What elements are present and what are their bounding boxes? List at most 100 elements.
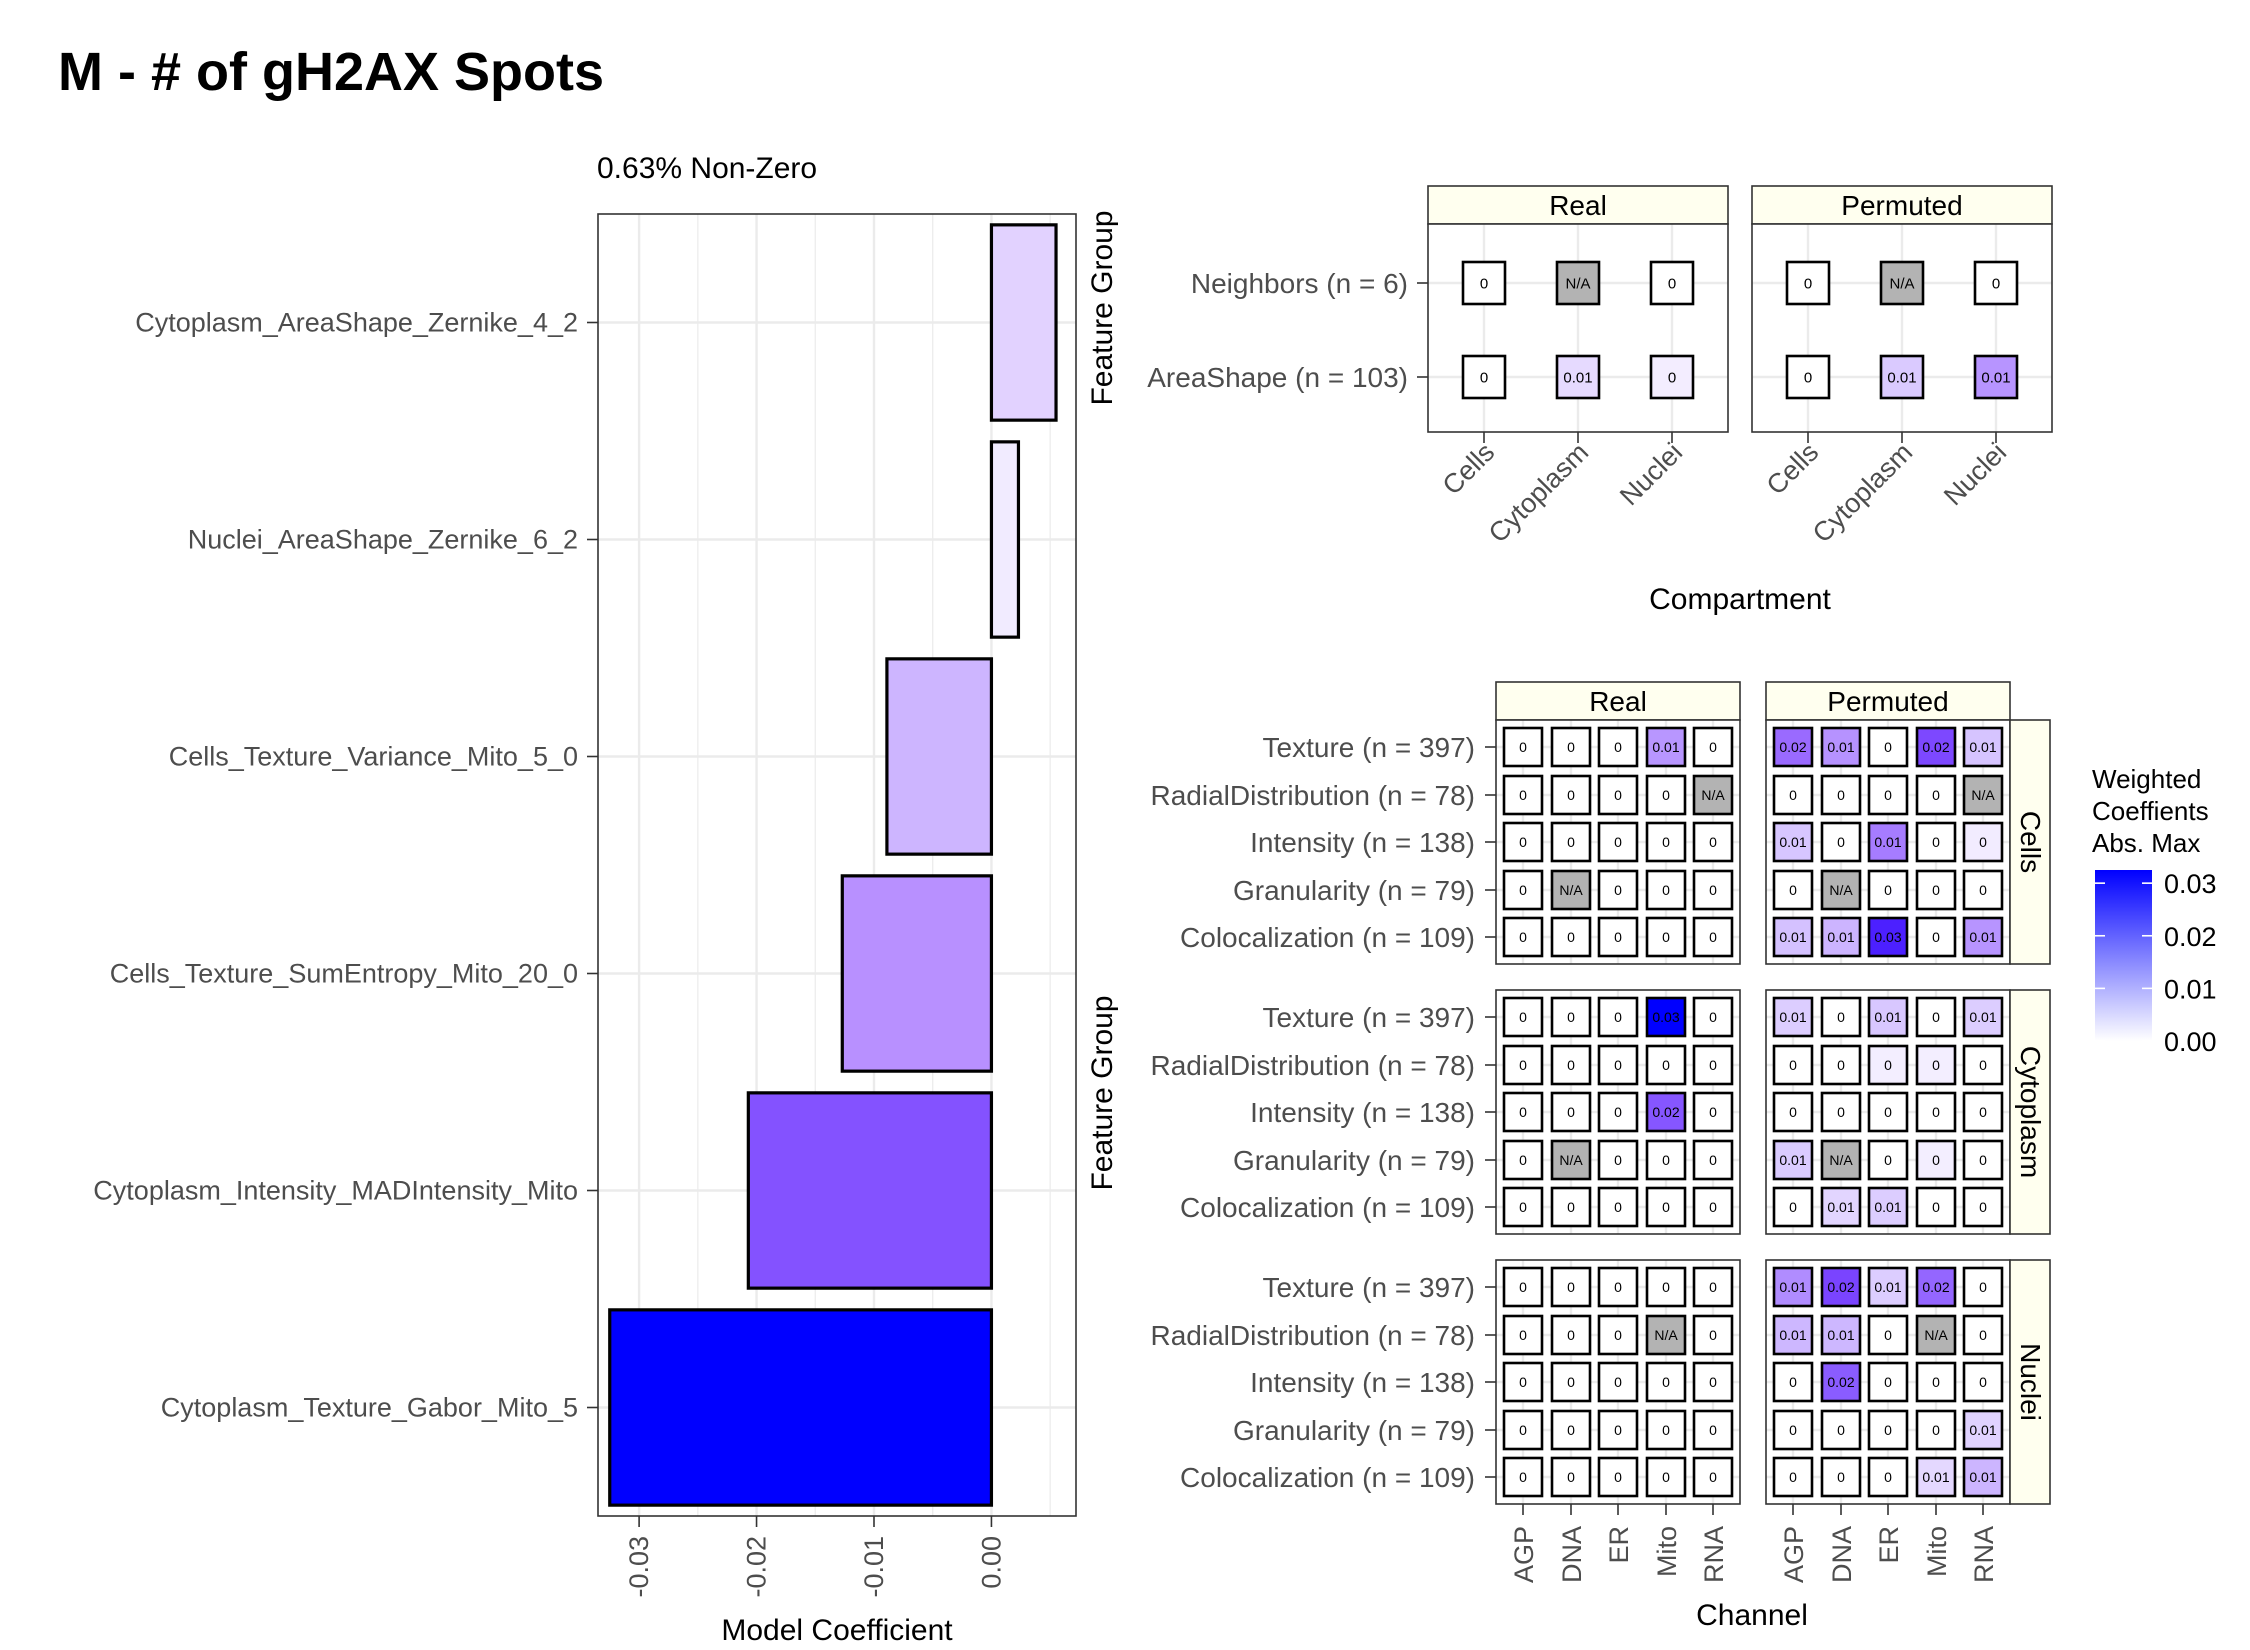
heatmap-tile — [1645, 1409, 1687, 1451]
heatmap-tile — [1915, 869, 1957, 911]
heatmap-tile-label: 0 — [1614, 929, 1622, 945]
heatmap-tile-label: 0 — [1662, 929, 1670, 945]
heatmap-tile-label: 0 — [1709, 882, 1717, 898]
heatmap-tile-label: N/A — [1559, 1152, 1583, 1168]
legend-tick-label: 0.01 — [2164, 974, 2217, 1004]
heatmap-tile-label: 0 — [1789, 1104, 1797, 1120]
heatmap-tile — [1645, 821, 1687, 863]
heatmap-y-tick-label: Colocalization (n = 109) — [1180, 1192, 1475, 1223]
heatmap-tile — [1502, 1314, 1544, 1356]
heatmap-tile — [1692, 1091, 1734, 1133]
heatmap-tile-label: 0 — [1932, 1009, 1940, 1025]
bar-chart-panel-border — [597, 213, 1077, 1517]
heatmap-tile-label: 0 — [1662, 787, 1670, 803]
heatmap-tile-label: 0.01 — [1969, 1009, 1996, 1025]
heatmap-y-tick-label: Intensity (n = 138) — [1250, 1367, 1475, 1398]
heatmap-tile-label: 0 — [1979, 1327, 1987, 1343]
heatmap-tile — [1867, 774, 1909, 816]
heatmap-tile-label: 0 — [1789, 1374, 1797, 1390]
heatmap-tile-label: 0 — [1979, 1199, 1987, 1215]
heatmap-tile — [1973, 260, 2019, 306]
heatmap-tile — [1915, 1186, 1957, 1228]
heatmap-tile-label: 0 — [1837, 1057, 1845, 1073]
heatmap-tile — [1962, 1409, 2004, 1451]
heatmap-tile — [1785, 354, 1831, 400]
heatmap-tile — [1962, 916, 2004, 958]
legend-tick-label: 0.02 — [2164, 922, 2217, 952]
heatmap-tile — [1879, 354, 1925, 400]
heatmap-tile-label: 0 — [1932, 834, 1940, 850]
heatmap-tile — [1915, 916, 1957, 958]
heatmap-tile-label: 0 — [1932, 1422, 1940, 1438]
heatmap-tile — [1915, 726, 1957, 768]
heatmap-tile-label: 0 — [1567, 1469, 1575, 1485]
heatmap-tile — [1915, 774, 1957, 816]
heatmap-tile — [1597, 1409, 1639, 1451]
heatmap-tile — [1502, 726, 1544, 768]
heatmap-tile-label: 0 — [1979, 1374, 1987, 1390]
bar-chart-y-tick-label: Cytoplasm_Texture_Gabor_Mito_5 — [161, 1393, 578, 1423]
facet-strip-label: Cells — [2015, 811, 2046, 873]
facet-strip — [2009, 989, 2051, 1235]
heatmap-tile-label: 0.01 — [1652, 739, 1679, 755]
heatmap-tile-label: 0 — [1662, 1199, 1670, 1215]
heatmap-tile-label: 0.01 — [1779, 1279, 1806, 1295]
heatmap-tile — [1502, 1456, 1544, 1498]
heatmap-tile-label: 0 — [1709, 929, 1717, 945]
heatmap-tile — [1597, 1139, 1639, 1181]
heatmap-tile — [1867, 1139, 1909, 1181]
heatmap-tile — [1820, 774, 1862, 816]
heatmap-tile — [1692, 821, 1734, 863]
heatmap-tile-label: 0 — [1837, 787, 1845, 803]
heatmap-tile-label: 0 — [1662, 1279, 1670, 1295]
heatmap-x-tick-label: Nuclei — [1938, 437, 2012, 511]
heatmap-tile-label: 0 — [1709, 1152, 1717, 1168]
heatmap-tile — [1692, 726, 1734, 768]
heatmap-tile — [1550, 1314, 1592, 1356]
heatmap-tile — [1772, 1409, 1814, 1451]
heatmap-tile — [1502, 1266, 1544, 1308]
heatmap-tile — [1692, 1361, 1734, 1403]
heatmap-tile-label: 0.01 — [1981, 369, 2010, 386]
heatmap-tile-label: 0 — [1992, 275, 2000, 292]
heatmap-tile-label: 0 — [1662, 834, 1670, 850]
heatmap-tile — [1692, 1409, 1734, 1451]
heatmap-tile — [1772, 726, 1814, 768]
heatmap-tile — [1692, 1139, 1734, 1181]
heatmap-tile — [1962, 1044, 2004, 1086]
legend-title-line-3: Abs. Max — [2092, 828, 2200, 858]
heatmap-y-tick-label: Granularity (n = 79) — [1233, 875, 1475, 906]
heatmap-tile — [1645, 916, 1687, 958]
heatmap-tile — [1867, 869, 1909, 911]
heatmap-tile-label: 0 — [1662, 882, 1670, 898]
heatmap-tile-label: 0 — [1519, 1009, 1527, 1025]
bar-cytoplasm-texture-gabor-mito-5 — [608, 1308, 994, 1507]
heatmap-tile-label: 0 — [1932, 929, 1940, 945]
legend-title-line-1: Weighted — [2092, 764, 2201, 794]
heatmap-tile — [1550, 869, 1592, 911]
heatmap-tile — [1962, 1266, 2004, 1308]
heatmap-tile-label: 0 — [1668, 369, 1676, 386]
heatmap-tile — [1597, 821, 1639, 863]
heatmap-tile-label: 0.01 — [1874, 1009, 1901, 1025]
heatmap-tile-label: N/A — [1559, 882, 1583, 898]
heatmap-tile — [1550, 1266, 1592, 1308]
facet-strip-label: Real — [1549, 190, 1607, 221]
heatmap-tile-label: 0.01 — [1969, 1422, 1996, 1438]
bar-chart-y-tick-label: Cells_Texture_SumEntropy_Mito_20_0 — [110, 959, 578, 989]
heatmap-tile-label: 0.01 — [1969, 739, 1996, 755]
heatmap-tile-label: 0.01 — [1827, 1199, 1854, 1215]
heatmap-tile — [1820, 1314, 1862, 1356]
bar-chart-y-tick-label: Nuclei_AreaShape_Zernike_6_2 — [188, 525, 578, 555]
heatmap-tile-label: 0 — [1804, 275, 1812, 292]
heatmap-y-tick-label: Colocalization (n = 109) — [1180, 922, 1475, 953]
heatmap-tile-label: 0 — [1519, 834, 1527, 850]
heatmap-tile — [1597, 1186, 1639, 1228]
heatmap-tile-label: 0 — [1662, 1422, 1670, 1438]
heatmap-tile — [1915, 1361, 1957, 1403]
heatmap-tile-label: 0 — [1668, 275, 1676, 292]
heatmap-tile-label: 0 — [1709, 1104, 1717, 1120]
heatmap-tile — [1597, 916, 1639, 958]
figure-title: M - # of gH2AX Spots — [58, 42, 604, 102]
